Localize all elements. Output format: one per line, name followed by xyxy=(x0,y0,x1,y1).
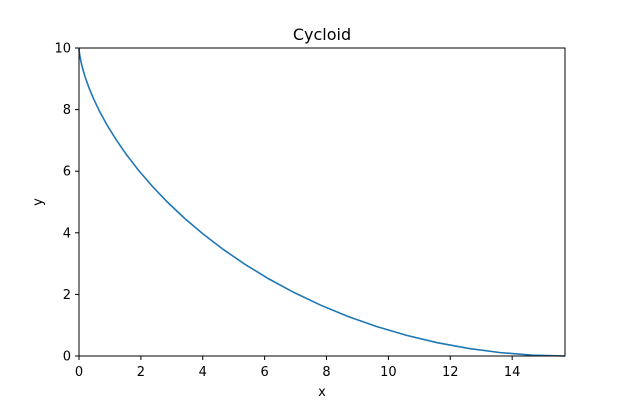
x-axis-label: x xyxy=(318,385,326,400)
x-tick-label: 10 xyxy=(380,365,397,380)
y-tick-label: 2 xyxy=(63,288,71,303)
x-tick-label: 14 xyxy=(504,365,521,380)
x-tick-label: 8 xyxy=(322,365,330,380)
y-tick-label: 6 xyxy=(63,165,71,180)
x-tick-label: 6 xyxy=(260,365,268,380)
x-tick-label: 12 xyxy=(442,365,459,380)
chart-title: Cycloid xyxy=(293,25,351,44)
x-tick-label: 2 xyxy=(137,365,145,380)
x-tick-label: 0 xyxy=(75,365,83,380)
line-series xyxy=(78,47,566,357)
plot-frame xyxy=(78,47,566,357)
y-axis-label: y xyxy=(31,198,46,206)
y-tick-label: 0 xyxy=(63,350,71,365)
x-tick-label: 4 xyxy=(199,365,207,380)
y-tick-label: 4 xyxy=(63,226,71,241)
y-tick-label: 10 xyxy=(54,42,71,57)
y-tick-label: 8 xyxy=(63,103,71,118)
